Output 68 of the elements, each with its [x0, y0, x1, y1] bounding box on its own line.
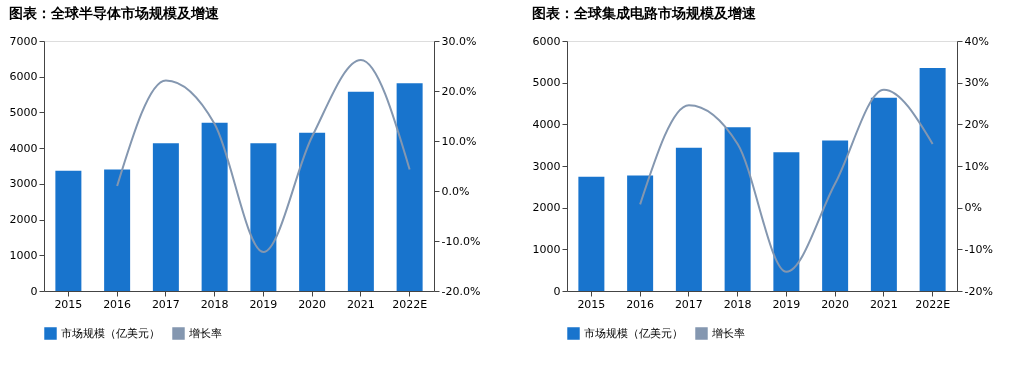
line-series [639, 88, 934, 273]
bar [152, 143, 179, 291]
y2-tick-label: 30% [964, 76, 989, 90]
y-tick-label: 1000 [9, 248, 38, 262]
y-tick-label: 3000 [9, 177, 38, 191]
y-tick-label: 7000 [9, 34, 38, 48]
bar [919, 68, 946, 291]
y2-tick-label: 0.0% [441, 184, 470, 198]
bar [578, 176, 605, 291]
bar [675, 147, 702, 291]
bar [55, 170, 82, 291]
y2-tick-label: 20.0% [441, 84, 477, 98]
y2-tick-label: -10% [964, 242, 993, 256]
y2-tick-label: -20% [964, 284, 993, 298]
bar [870, 97, 897, 291]
x-tick-label: 2021 [346, 297, 375, 311]
bar [104, 169, 131, 291]
legend-label: 市场规模（亿美元） [584, 326, 683, 340]
chart-title: 图表：全球半导体市场规模及增速 [9, 5, 221, 21]
y2-tick-label: 10% [964, 159, 989, 173]
y2-tick-label: 40% [964, 34, 989, 48]
x-tick-label: 2017 [674, 297, 703, 311]
x-tick-label: 2022E [915, 297, 951, 311]
y2-tick-label: -10.0% [441, 234, 481, 248]
y-tick-label: 0 [30, 284, 38, 298]
y-tick-label: 0 [553, 284, 561, 298]
bar [773, 152, 800, 291]
x-tick-label: 2022E [392, 297, 428, 311]
x-tick-label: 2015 [577, 297, 606, 311]
y-tick-label: 4000 [9, 141, 38, 155]
x-tick-label: 2017 [151, 297, 180, 311]
x-tick-label: 2020 [298, 297, 327, 311]
x-tick-label: 2020 [821, 297, 850, 311]
x-tick-label: 2015 [54, 297, 83, 311]
line-series [116, 59, 411, 253]
x-tick-label: 2021 [869, 297, 898, 311]
x-tick-label: 2018 [723, 297, 752, 311]
y-tick-label: 6000 [532, 34, 561, 48]
y2-tick-label: 0% [964, 201, 982, 215]
x-tick-label: 2016 [626, 297, 655, 311]
bar [201, 122, 228, 291]
x-tick-label: 2019 [249, 297, 278, 311]
x-tick-label: 2019 [772, 297, 801, 311]
bar [822, 140, 849, 291]
y-tick-label: 3000 [532, 159, 561, 173]
y-tick-label: 2000 [532, 201, 561, 215]
y-tick-label: 1000 [532, 242, 561, 256]
bar [627, 175, 654, 291]
y-tick-label: 5000 [9, 105, 38, 119]
legend-label: 市场规模（亿美元） [61, 326, 160, 340]
y-tick-label: 4000 [532, 117, 561, 131]
x-tick-label: 2016 [103, 297, 132, 311]
legend-label: 增长率 [188, 326, 222, 340]
legend-label: 增长率 [711, 326, 745, 340]
y2-tick-label: -20.0% [441, 284, 481, 298]
y-tick-label: 5000 [532, 76, 561, 90]
bar [347, 91, 374, 291]
bar [724, 127, 751, 291]
bar [250, 143, 277, 291]
y2-tick-label: 10.0% [441, 134, 477, 148]
y2-tick-label: 20% [964, 117, 989, 131]
y2-tick-label: 30.0% [441, 34, 477, 48]
bar [299, 132, 326, 291]
x-tick-label: 2018 [200, 297, 229, 311]
chart-title: 图表：全球集成电路市场规模及增速 [532, 5, 758, 21]
bar [396, 83, 423, 291]
y-tick-label: 6000 [9, 70, 38, 84]
y-tick-label: 2000 [9, 213, 38, 227]
